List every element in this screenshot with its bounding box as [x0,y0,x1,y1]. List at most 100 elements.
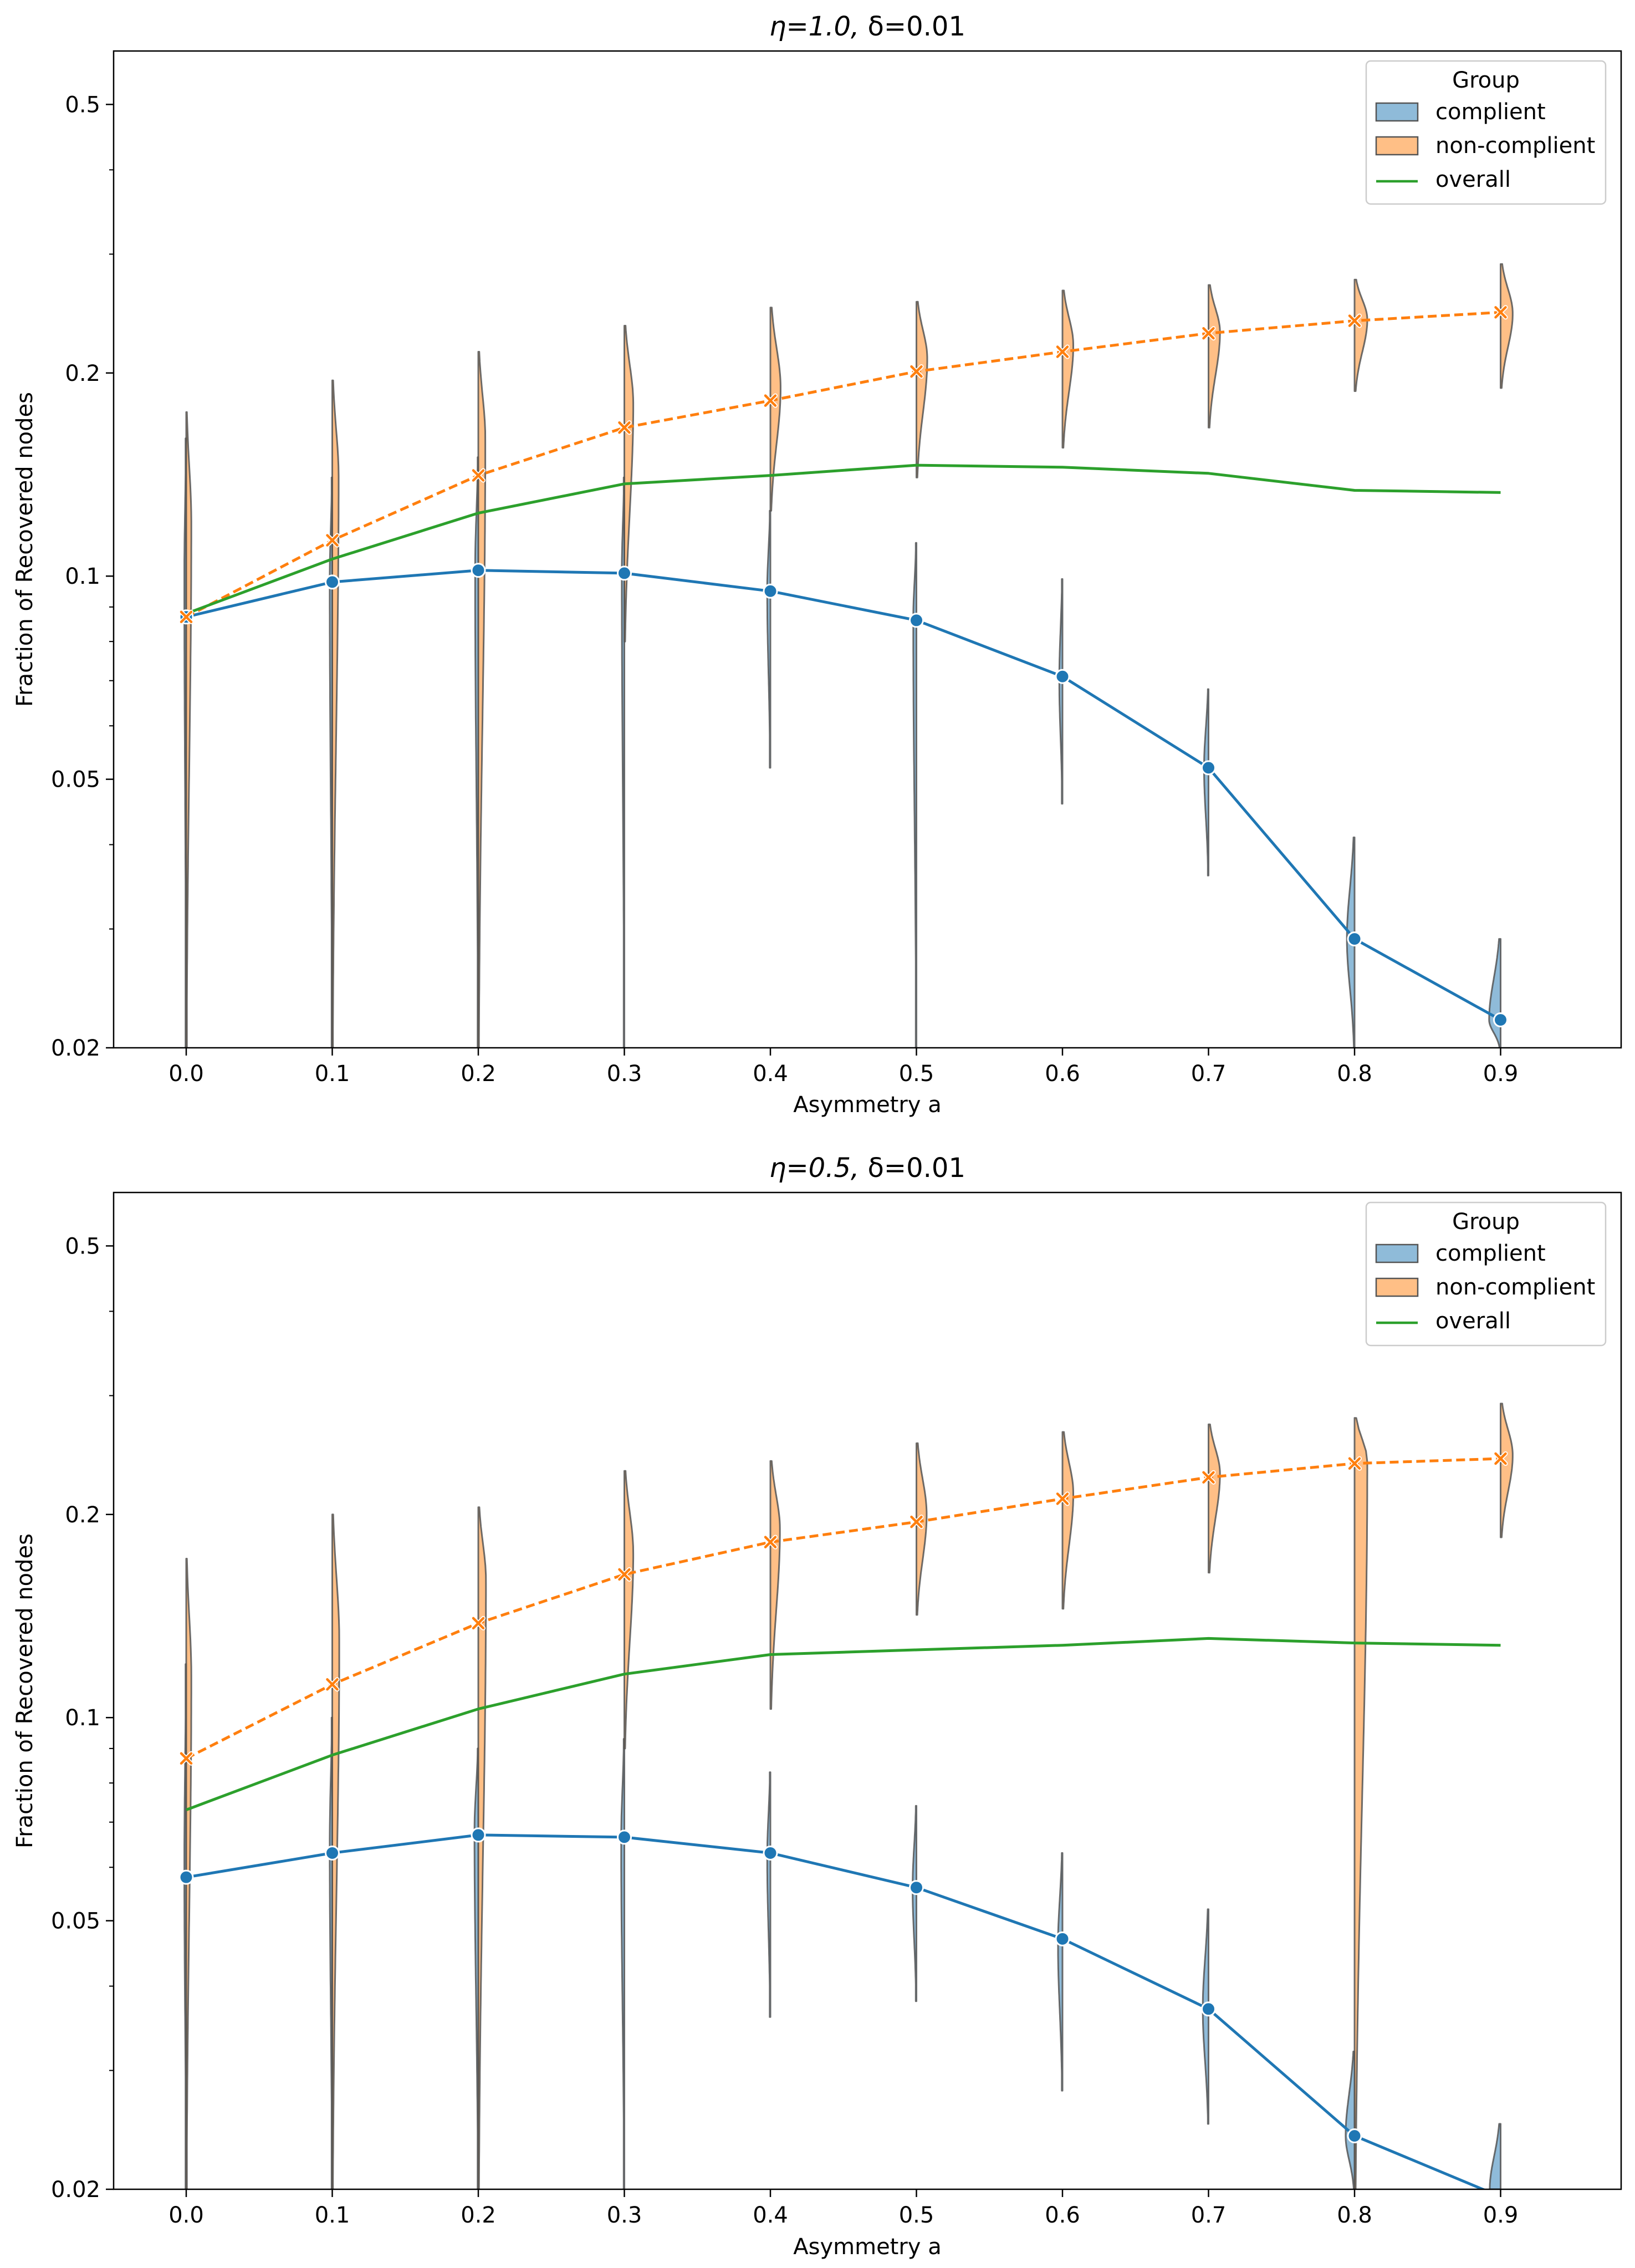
y-tick-label: 0.02 [51,1036,100,1061]
data-point-non-complient [1055,344,1070,359]
x-axis: 0.0 0.1 0.2 0.3 0.4 0.5 0.6 0.7 0.8 0.9 [168,2189,1518,2228]
y-axis: 0.02 0.05 0.1 0.2 0.5 [51,1234,114,2203]
violin-non-complient [1208,1423,1221,1574]
chart-panel-bottom: η=0.5, δ=0.01 0.020.050.10.20.5 0.0 0.1 0.… [12,1153,1622,2260]
line-layer [178,305,1508,1028]
violin-non-complient [1061,1431,1074,1610]
violin-non-complient [1208,284,1221,429]
legend-swatch-complient [1375,1243,1419,1263]
data-point-complient [1201,760,1216,776]
x-tick-label: 0.6 [1045,1061,1080,1087]
x-tick-label: 0.1 [315,2203,350,2228]
data-point-non-complient [763,1535,778,1550]
data-point-complient [617,565,632,581]
x-tick-label: 0.3 [607,2203,642,2228]
y-tick-label: 0.1 [65,1705,100,1731]
x-tick-label: 0.8 [1337,1061,1372,1087]
plot-frame [113,1191,1622,2190]
y-tick-label: 0.02 [51,2177,100,2203]
x-tick-label: 0.0 [168,1061,204,1087]
data-point-non-complient [617,420,632,435]
data-point-non-complient [179,1751,193,1766]
data-point-non-complient [1347,1456,1362,1471]
data-point-complient [763,1845,778,1861]
data-point-complient [1055,669,1070,684]
violin-complient [1345,2051,1356,2189]
legend-swatch-non-complient [1375,136,1419,156]
data-point-non-complient [763,393,778,408]
x-tick-label: 0.4 [753,1061,788,1087]
x-tick-label: 0.8 [1337,2203,1372,2228]
violin-complient [620,1738,625,2189]
chart-panel-top: η=1.0, δ=0.01 0.020.050.10.20.5 0.0 0.1 0.… [12,11,1622,1118]
x-axis: 0.0 0.1 0.2 0.3 0.4 0.5 0.6 0.7 0.8 0.9 [168,1048,1518,1087]
data-point-complient [471,563,486,578]
violin-non-complient [185,411,192,1048]
violin-layer [183,263,1514,1048]
data-point-non-complient [1201,1470,1216,1485]
x-tick-label: 0.7 [1191,1061,1227,1087]
data-point-complient [909,613,924,628]
data-point-non-complient [325,1677,340,1692]
data-point-non-complient [471,1615,486,1630]
legend-label-overall: overall [1435,1308,1511,1334]
violin-non-complient [477,1506,487,2189]
data-point-complient [909,1880,924,1895]
y-tick-label: 0.1 [65,564,100,589]
data-point-complient [1493,1012,1508,1028]
x-tick-label: 0.6 [1045,2203,1080,2228]
data-point-non-complient [325,533,340,548]
x-tick-label: 0.9 [1483,1061,1519,1087]
data-point-non-complient [909,1515,924,1530]
x-tick-label: 0.3 [607,1061,642,1087]
violin-non-complient [769,307,781,512]
legend: Group complient non-complient overall [1365,60,1607,205]
series-line-non-complient [185,310,1501,619]
x-tick-label: 0.4 [753,2203,788,2228]
x-tick-label: 0.9 [1483,2203,1519,2228]
violin-non-complient [1353,278,1368,392]
y-tick-label: 0.05 [51,1909,100,1934]
data-point-non-complient [1201,326,1216,341]
data-point-complient [471,1827,486,1843]
violin-layer [183,1403,1514,2189]
x-tick-label: 0.1 [315,1061,350,1087]
violin-complient [1202,1908,1209,2125]
violin-complient [766,1771,771,2018]
legend-label-complient: complient [1435,99,1546,125]
data-point-non-complient [471,468,486,483]
violin-complient [1489,2123,1501,2189]
data-point-non-complient [617,1567,632,1582]
x-tick-label: 0.5 [899,1061,934,1087]
legend: Group complient non-complient overall [1365,1201,1607,1347]
data-point-complient [1055,1931,1070,1946]
legend-label-overall: overall [1435,167,1511,192]
data-point-complient [617,1829,632,1845]
x-tick-label: 0.2 [461,1061,496,1087]
legend-label-complient: complient [1435,1241,1546,1266]
y-axis-label: Fraction of Recovered nodes [12,392,38,707]
series-line-complient [186,569,1501,1021]
violin-non-complient [1353,1417,1368,2189]
data-point-complient [325,574,340,590]
violin-non-complient [624,1470,635,1750]
chart-title: η=0.5, δ=0.01 [769,1153,965,1184]
x-axis-label: Asymmetry a [793,2234,941,2260]
legend-title: Group [1452,68,1520,93]
violin-complient [1203,688,1209,876]
data-point-complient [1201,2001,1216,2017]
y-tick-label: 0.5 [65,92,100,118]
y-tick-label: 0.2 [65,1502,100,1528]
y-tick-label: 0.05 [51,767,100,793]
legend-title: Group [1452,1209,1520,1235]
legend-box [1365,60,1607,205]
series-line-overall [186,463,1501,615]
x-tick-label: 0.0 [168,2203,204,2228]
series-line-complient [186,1833,1486,2189]
y-axis: 0.02 0.05 0.1 0.2 0.5 [51,92,114,1061]
violin-non-complient [1500,263,1514,389]
violin-non-complient [1500,1403,1514,1538]
violin-complient [766,509,771,769]
violin-non-complient [916,300,928,478]
